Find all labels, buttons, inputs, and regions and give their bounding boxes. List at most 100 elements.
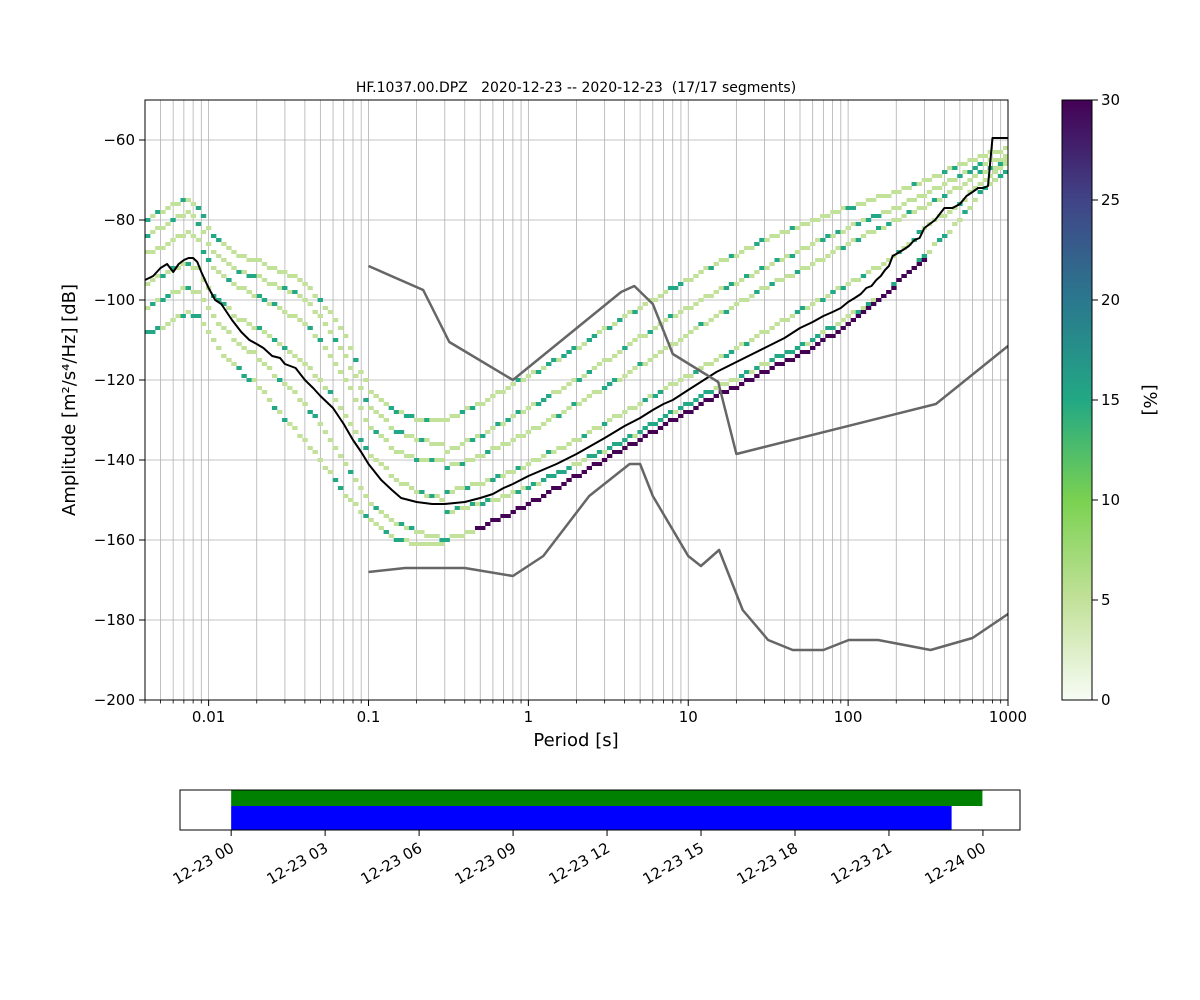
pdf-cell [733, 254, 740, 258]
pdf-cell [170, 202, 176, 206]
pdf-cell [596, 390, 603, 394]
pdf-cell [769, 282, 775, 286]
pdf-cell [353, 374, 359, 378]
y-axis-label: Amplitude [m²/s⁴/Hz] [dB] [59, 284, 80, 516]
pdf-cell [713, 290, 719, 294]
pdf-cell [515, 506, 521, 510]
pdf-cell [718, 258, 725, 262]
pdf-cell [246, 258, 252, 262]
pdf-cell [779, 278, 785, 282]
pdf-cell [921, 258, 928, 262]
pdf-cell [617, 414, 623, 418]
pdf-cell [855, 314, 862, 318]
pdf-cell [515, 410, 521, 414]
pdf-cell [500, 390, 506, 394]
pdf-cell [216, 254, 222, 258]
pdf-cell [317, 422, 323, 426]
pdf-cell [992, 178, 999, 182]
time-tick-label: 12-24 00 [921, 839, 988, 888]
pdf-cell [870, 302, 877, 306]
pdf-cell [439, 498, 445, 502]
pdf-cell [205, 330, 212, 334]
pdf-cell [500, 514, 506, 518]
pdf-cell [145, 218, 151, 222]
pdf-cell [962, 170, 968, 174]
pdf-cell [464, 506, 471, 510]
pdf-cell [738, 250, 745, 254]
pdf-cell [931, 186, 938, 190]
pdf-cell [292, 390, 298, 394]
pdf-cell [332, 446, 339, 450]
pdf-cell [271, 302, 278, 306]
pdf-cell [525, 374, 532, 378]
pdf-cell [429, 442, 435, 446]
pdf-cell [581, 458, 587, 462]
pdf-cell [678, 406, 684, 410]
pdf-cell [738, 298, 745, 302]
pdf-cell [408, 414, 415, 418]
pdf-cell [540, 366, 547, 370]
pdf-cell [200, 214, 207, 218]
pdf-cell [251, 258, 257, 262]
pdf-cell [540, 454, 547, 458]
pdf-cell [906, 242, 912, 246]
pdf-cell [1002, 158, 1009, 162]
pdf-cell [327, 330, 334, 334]
pdf-cell [637, 306, 643, 310]
pdf-cell [957, 174, 963, 178]
pdf-cell [754, 290, 760, 294]
pdf-cell [317, 298, 323, 302]
pdf-cell [307, 302, 313, 306]
pdf-cell [403, 482, 410, 486]
pdf-cell [825, 214, 831, 218]
coverage-bars [231, 790, 983, 830]
pdf-cell [744, 370, 750, 374]
pdf-cell [449, 462, 455, 466]
pdf-cell [678, 310, 684, 314]
pdf-cell [348, 386, 354, 390]
pdf-cell [566, 406, 572, 410]
pdf-cell [652, 394, 659, 398]
pdf-cell [911, 198, 917, 202]
pdf-cell [535, 498, 542, 502]
pdf-cell [261, 298, 268, 302]
pdf-cell [820, 330, 826, 334]
pdf-cell [332, 398, 339, 402]
pdf-cell [698, 366, 704, 370]
pdf-cell [287, 274, 293, 278]
pdf-cell [936, 186, 943, 190]
pdf-cell [754, 366, 760, 370]
pdf-cell [759, 362, 765, 366]
pdf-cell [322, 306, 329, 310]
pdf-cell [434, 542, 440, 546]
pdf-cell [992, 170, 999, 174]
pdf-cell [282, 310, 288, 314]
pdf-cell [449, 414, 455, 418]
pdf-cell [195, 222, 202, 226]
pdf-cell [414, 438, 420, 442]
pdf-cell [982, 178, 988, 182]
pdf-cell [972, 158, 978, 162]
pdf-cell [662, 290, 669, 294]
pdf-cell [815, 342, 821, 346]
pdf-cell [221, 354, 227, 358]
pdf-cell [342, 462, 349, 466]
pdf-cell [601, 326, 608, 330]
pdf-cell [698, 270, 704, 274]
pdf-cell [276, 378, 283, 382]
pdf-cell [581, 398, 587, 402]
pdf-cell [738, 278, 745, 282]
pdf-cell [876, 194, 882, 198]
pdf-cell [180, 198, 186, 202]
pdf-cell [779, 318, 785, 322]
pdf-cell [957, 186, 963, 190]
pdf-cell [596, 450, 603, 454]
pdf-cell [337, 326, 344, 330]
pdf-cell [378, 510, 384, 514]
pdf-cell [530, 498, 537, 502]
pdf-cell [642, 398, 648, 402]
pdf-cell [266, 398, 273, 402]
pdf-cell [977, 154, 983, 158]
pdf-cell [383, 418, 389, 422]
pdf-cell [683, 278, 689, 282]
